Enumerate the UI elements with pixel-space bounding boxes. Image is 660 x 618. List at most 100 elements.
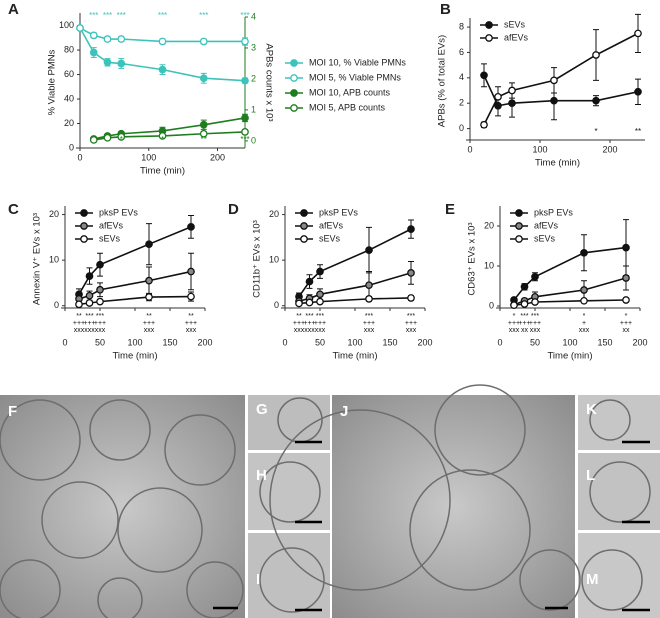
y-tick-label: 6 [459, 47, 464, 57]
point [199, 120, 208, 129]
significance: *** [117, 11, 126, 20]
micrograph [0, 395, 245, 618]
legend-marker [290, 104, 298, 112]
legend-label: afEVs [534, 220, 559, 230]
legend-label: pksP EVs [534, 207, 573, 217]
micrographs [0, 384, 660, 618]
point [199, 74, 208, 83]
point [199, 129, 208, 138]
series-line [483, 74, 639, 107]
y2-tick-label: 3 [251, 42, 256, 52]
legend-marker [80, 209, 88, 217]
point [145, 293, 153, 301]
x-tick-label: 100 [347, 337, 362, 347]
significance: xx [623, 327, 631, 334]
y-axis-label: CD11b⁺ EVs x 10³ [252, 220, 263, 298]
panel-label: E [445, 201, 455, 218]
significance: + [582, 320, 586, 327]
point [96, 297, 104, 306]
significance: *** [96, 313, 104, 320]
point [89, 48, 98, 57]
legend-label: MOI 10, APB counts [309, 87, 391, 97]
significance: xxx [95, 327, 106, 334]
point [241, 128, 249, 136]
significance: ** [296, 313, 302, 320]
image-label: H [256, 467, 267, 484]
point [634, 87, 642, 96]
x-tick-label: 150 [162, 337, 177, 347]
series-line [513, 299, 627, 306]
vesicles [0, 384, 651, 618]
y2-axis-label: APBs counts x 10³ [263, 43, 274, 121]
image-label: M [586, 571, 599, 588]
point [89, 31, 98, 40]
point [580, 296, 588, 305]
panel-label: D [228, 201, 239, 218]
y-tick-label: 20 [64, 118, 74, 128]
significance: xxx [509, 327, 520, 334]
point [531, 272, 539, 281]
point [510, 301, 518, 310]
y-tick-label: 80 [64, 44, 74, 54]
y-tick-label: 60 [64, 69, 74, 79]
point [145, 276, 153, 285]
y-axis-label: % Viable PMNs [47, 49, 58, 115]
y2-tick-label: 1 [251, 104, 256, 114]
point [85, 272, 94, 280]
point [187, 292, 195, 301]
point [316, 290, 324, 299]
point [550, 96, 558, 105]
point [117, 35, 126, 43]
point [241, 114, 249, 122]
point [508, 99, 516, 108]
legend-label: afEVs [319, 220, 344, 230]
x-tick-label: 0 [467, 144, 472, 154]
significance: *** [158, 11, 167, 20]
x-axis-label: Time (min) [140, 166, 185, 177]
x-tick-label: 0 [62, 337, 67, 347]
image-label: J [340, 403, 348, 420]
x-axis-label: Time (min) [547, 351, 592, 362]
micrograph [248, 453, 330, 530]
legend-label: sEVs [99, 233, 121, 243]
significance: ** [188, 313, 194, 320]
legend-label: MOI 5, APB counts [309, 102, 386, 112]
legend-label: sEVs [504, 19, 526, 29]
point [158, 132, 167, 140]
significance: xxx [144, 327, 155, 334]
panel-label: C [8, 201, 19, 218]
legend-marker [485, 34, 493, 42]
y-tick-label: 10 [269, 255, 279, 265]
series-line [78, 295, 192, 306]
point [407, 225, 415, 233]
significance: ** [201, 135, 207, 144]
point [622, 274, 630, 282]
x-tick-label: 200 [210, 152, 225, 162]
x-tick-label: 50 [530, 337, 540, 347]
point [480, 71, 488, 80]
point [316, 297, 324, 306]
significance: xxx [406, 327, 417, 334]
x-tick-label: 50 [315, 337, 325, 347]
point [145, 240, 153, 249]
significance: xxx [186, 327, 197, 334]
x-tick-label: 0 [282, 337, 287, 347]
point [407, 269, 415, 277]
y-tick-label: 0 [54, 300, 59, 310]
point [103, 58, 112, 67]
series-line [78, 226, 192, 295]
x-tick-label: 100 [141, 152, 156, 162]
point [96, 285, 104, 294]
significance: * [594, 127, 597, 136]
legend-label: afEVs [99, 220, 124, 230]
x-tick-label: 150 [597, 337, 612, 347]
x-axis-label: Time (min) [112, 351, 157, 362]
significance: *** [240, 11, 249, 20]
point [634, 29, 642, 38]
point [117, 59, 126, 68]
point [295, 299, 303, 308]
significance: +++ [518, 320, 530, 327]
significance: ** [146, 313, 152, 320]
legend-marker [300, 235, 308, 243]
image-label: L [586, 467, 595, 484]
